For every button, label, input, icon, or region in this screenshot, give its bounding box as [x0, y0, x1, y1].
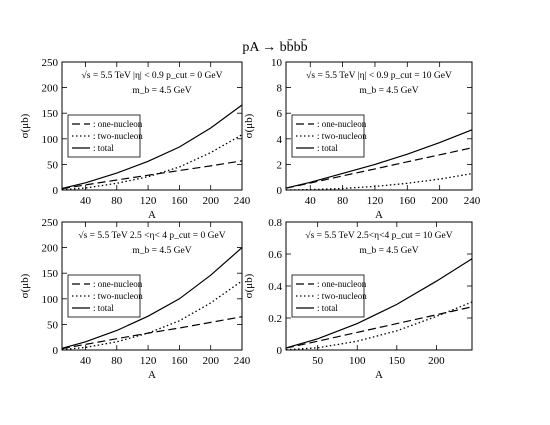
- legend-entry: : two-nucleon: [317, 131, 367, 141]
- x-axis-label: A: [375, 209, 383, 221]
- series-line-total: [61, 104, 243, 190]
- chart-panel-3: 40 80 120 160 200 240 0 50 100 150 200 250 Aσ(μb) √s …: [19, 217, 251, 381]
- plot-frame: [61, 61, 243, 191]
- y-tick-label: 0: [53, 345, 59, 357]
- annotation-mass: m_b = 4.5 GeV: [359, 86, 418, 96]
- chart-panel-1: 40 80 120 160 200 240 0 50 100 150 200 250 Aσ(μb) √s …: [19, 57, 251, 221]
- series-line-one: [285, 147, 473, 189]
- x-tick-label: 160: [171, 355, 188, 367]
- series-line-total: [285, 258, 473, 349]
- x-tick-label: 160: [399, 195, 416, 207]
- legend-entry: : total: [93, 143, 114, 153]
- x-axis-label: A: [148, 369, 156, 381]
- legend-entry: : total: [93, 303, 114, 313]
- figure-title: pA → bb̄bb̄: [242, 39, 307, 55]
- legend-entry: : two-nucleon: [93, 131, 143, 141]
- x-tick-label: 80: [111, 195, 123, 207]
- series-line-total: [61, 247, 243, 349]
- annotation-conditions: √s = 5.5 TeV 2.5<η<4 p_cut = 10 GeV: [305, 230, 452, 241]
- legend-entry: : one-nucleon: [93, 119, 143, 129]
- x-axis-label: A: [375, 369, 383, 381]
- series-line-one: [61, 160, 243, 190]
- y-axis-label: σ(μb): [243, 273, 255, 298]
- x-axis-label: A: [148, 209, 156, 221]
- y-tick-label: 0: [277, 345, 283, 357]
- annotation-conditions: √s = 5.5 TeV |η| < 0.9 p_cut = 0 GeV: [82, 70, 223, 81]
- y-tick-label: 150: [42, 108, 59, 120]
- y-tick-label: 0.4: [268, 281, 282, 293]
- y-tick-label: 250: [42, 217, 59, 229]
- x-tick-label: 160: [171, 195, 188, 207]
- y-tick-label: 4: [277, 134, 283, 146]
- y-tick-label: 150: [42, 268, 59, 280]
- y-tick-label: 10: [271, 57, 283, 69]
- y-tick-label: 6: [277, 108, 283, 120]
- y-tick-label: 50: [47, 159, 59, 171]
- y-tick-label: 200: [42, 243, 59, 255]
- annotation-mass: m_b = 4.5 GeV: [359, 246, 418, 256]
- legend-entry: : two-nucleon: [317, 291, 367, 301]
- x-tick-label: 40: [80, 195, 92, 207]
- x-tick-label: 40: [305, 195, 317, 207]
- chart-panel-2: 40 80 120 160 200 240 0 2 4 6 8 10 Aσ(μb) √s = 5.5 Te…: [243, 57, 481, 221]
- y-tick-label: 200: [42, 83, 59, 95]
- x-tick-label: 200: [202, 355, 219, 367]
- y-axis-label: σ(μb): [19, 113, 31, 138]
- legend-entry: : one-nucleon: [93, 279, 143, 289]
- y-tick-label: 100: [42, 134, 59, 146]
- x-tick-label: 100: [349, 355, 366, 367]
- x-tick-label: 200: [428, 355, 445, 367]
- y-tick-label: 2: [277, 159, 283, 171]
- legend-entry: : total: [317, 303, 338, 313]
- x-tick-label: 240: [234, 355, 251, 367]
- annotation-mass: m_b = 4.5 GeV: [132, 246, 191, 256]
- series-line-two: [285, 301, 473, 351]
- x-tick-label: 120: [140, 195, 157, 207]
- annotation-conditions: √s = 5.5 TeV |η| < 0.9 p_cut = 10 GeV: [306, 70, 452, 81]
- legend-entry: : total: [317, 143, 338, 153]
- plot-frame: [61, 221, 243, 351]
- y-tick-label: 50: [47, 319, 59, 331]
- chart-panel-4: 50 100 150 200 0 0.2 0.4 0.6 0.8 Aσ(μb) √s = 5.5 T…: [243, 217, 473, 381]
- legend-entry: : one-nucleon: [317, 279, 367, 289]
- y-tick-label: 8: [277, 83, 283, 95]
- y-tick-label: 0.2: [268, 313, 282, 325]
- x-tick-label: 240: [464, 195, 481, 207]
- y-tick-label: 250: [42, 57, 59, 69]
- y-tick-label: 0.6: [268, 249, 282, 261]
- series-line-two: [285, 172, 473, 191]
- y-tick-label: 0.8: [268, 217, 282, 229]
- x-tick-label: 50: [312, 355, 324, 367]
- x-tick-label: 200: [431, 195, 448, 207]
- x-tick-label: 80: [111, 355, 123, 367]
- x-tick-label: 200: [202, 195, 219, 207]
- y-axis-label: σ(μb): [243, 113, 255, 138]
- y-tick-label: 0: [53, 185, 59, 197]
- series-line-total: [285, 129, 473, 189]
- x-tick-label: 120: [140, 355, 157, 367]
- annotation-conditions: √s = 5.5 TeV 2.5 <η< 4 p_cut = 0 GeV: [78, 230, 225, 241]
- plot-frame: [285, 61, 473, 191]
- x-tick-label: 120: [367, 195, 384, 207]
- annotation-mass: m_b = 4.5 GeV: [132, 86, 191, 96]
- x-tick-label: 150: [389, 355, 406, 367]
- x-tick-label: 240: [234, 195, 251, 207]
- y-tick-label: 0: [277, 185, 283, 197]
- series-line-one: [61, 316, 243, 350]
- x-tick-label: 80: [337, 195, 349, 207]
- y-tick-label: 100: [42, 294, 59, 306]
- x-tick-label: 40: [80, 355, 92, 367]
- y-axis-label: σ(μb): [19, 273, 31, 298]
- legend-entry: : one-nucleon: [317, 119, 367, 129]
- legend-entry: : two-nucleon: [93, 291, 143, 301]
